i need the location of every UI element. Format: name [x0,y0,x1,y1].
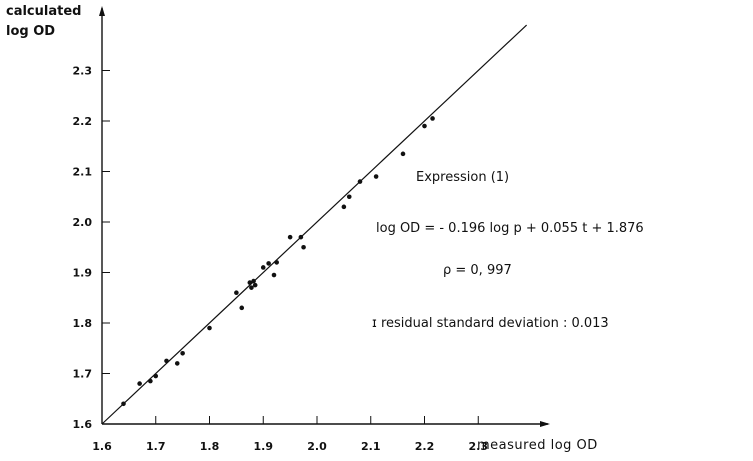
y-tick-label: 2.0 [73,216,93,229]
data-points [121,116,435,407]
data-point [249,285,254,290]
data-point [164,358,169,364]
y-axis-arrow [99,6,105,16]
residual-text: ɪ residual standard deviation : 0.013 [372,316,609,331]
data-point [274,260,279,265]
data-point [422,123,427,129]
y-tick-label: 1.8 [73,317,93,330]
fit-line [101,24,528,425]
data-point [180,351,185,356]
x-tick-label: 2.2 [415,440,435,453]
data-point [301,244,306,250]
y-tick-label: 1.9 [73,267,93,280]
data-point [357,179,363,184]
data-point [341,204,347,210]
x-tick-label: 1.7 [146,440,166,453]
expression-title: Expression (1) [416,170,510,185]
y-tick-label: 1.6 [73,418,93,431]
data-point [207,325,212,331]
data-point [247,280,253,285]
y-axis-label-line1: calculated [6,4,82,19]
data-point [234,290,239,296]
x-tick-label: 1.8 [200,440,220,453]
data-point [373,174,379,179]
data-point [260,265,266,270]
x-tick-label: 2.1 [361,440,381,453]
y-tick-label: 2.2 [73,115,93,128]
data-point [271,272,277,278]
x-axis-ticks: 1.6 1.7 1.8 1.9 2.0 2.1 2.2 2.3 [92,416,488,453]
data-point [252,282,258,288]
y-axis-ticks: 1.6 1.7 1.8 1.9 2.0 2.1 2.2 2.3 [73,65,110,431]
fit-line-group [101,24,528,425]
y-axis-label-line2: log OD [6,24,56,39]
y-tick-label: 2.1 [73,166,93,179]
data-point [346,194,352,200]
data-point [430,116,435,121]
y-tick-label: 1.7 [73,368,93,381]
data-point [174,361,180,366]
data-point [153,373,159,379]
x-tick-label: 1.9 [254,440,274,453]
x-tick-label: 2.0 [307,440,327,453]
y-tick-label: 2.3 [73,65,93,78]
data-point [287,234,293,240]
x-tick-label: 1.6 [92,440,112,453]
x-axis-label: measured log OD [477,438,598,453]
data-point [400,151,406,157]
x-tick-label: 2.3 [469,440,489,453]
data-point [148,378,153,384]
correlation-text: ρ = 0, 997 [443,263,512,278]
equation-text: log OD = - 0.196 log p + 0.055 t + 1.876 [376,221,644,236]
data-point [239,305,245,311]
x-axis-arrow [540,421,550,427]
data-point [266,261,271,266]
data-point [137,381,142,386]
data-point [121,401,126,407]
data-point [298,234,304,240]
data-point [251,278,256,284]
axes [99,6,550,427]
